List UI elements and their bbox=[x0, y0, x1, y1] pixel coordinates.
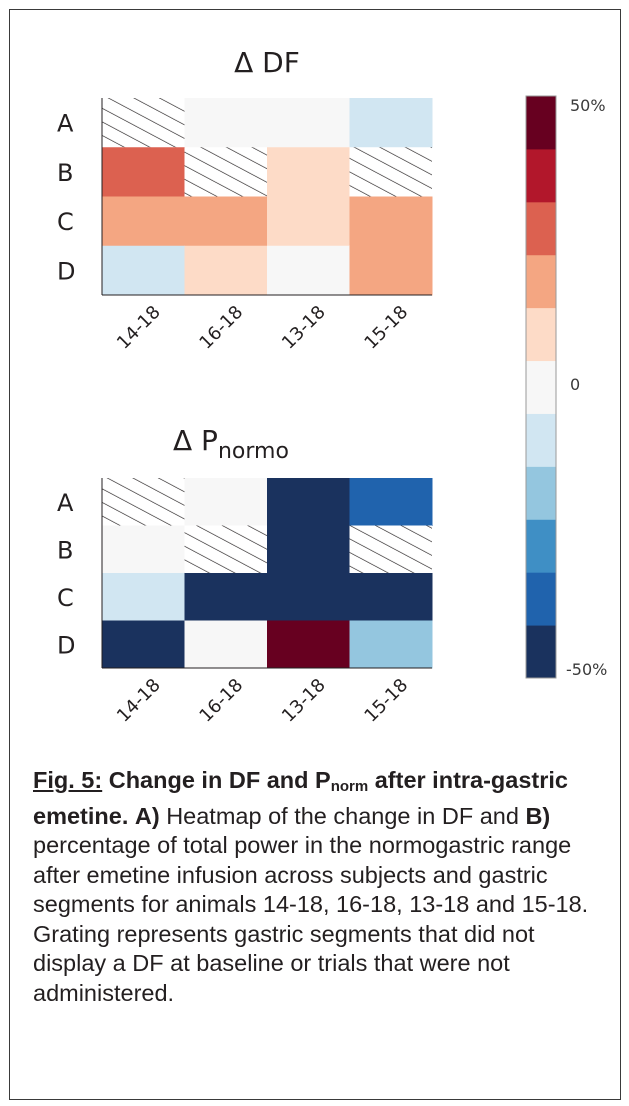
heatmap2-cell bbox=[349, 573, 433, 621]
heatmap2-cell bbox=[267, 525, 350, 574]
heatmap2-cell bbox=[349, 478, 433, 526]
caption-heading-text-end: after intra-gastric emetine. bbox=[33, 767, 568, 829]
heatmap1-row-label: B bbox=[57, 159, 73, 187]
colorbar-swatch bbox=[526, 360, 556, 414]
heatmap1-cell bbox=[267, 147, 350, 197]
colorbar-swatch bbox=[526, 625, 556, 679]
heatmap2-row-label: C bbox=[57, 584, 74, 612]
heatmap2-cell bbox=[184, 620, 268, 669]
heatmap1-column-label: 13-18 bbox=[278, 302, 330, 354]
heatmap1-cell bbox=[267, 245, 350, 296]
heatmap2-row-label: B bbox=[57, 536, 73, 564]
heatmap1-hatch-overlay bbox=[102, 98, 185, 148]
heatmap2-column-labels: 14-18 16-18 13-18 15-18 bbox=[113, 675, 412, 727]
heatmap1-row-label: C bbox=[57, 208, 74, 236]
heatmap1-cell bbox=[349, 245, 433, 296]
heatmap2-hatch-overlay bbox=[184, 525, 267, 573]
heatmap2-cell bbox=[102, 620, 185, 669]
heatmap2-column-label: 16-18 bbox=[195, 675, 247, 727]
heatmap2-cell bbox=[102, 573, 185, 621]
caption-heading-subscript: norm bbox=[330, 778, 369, 795]
heatmap2-column-label: 14-18 bbox=[113, 675, 165, 727]
caption-heading: Fig. 5: Change in DF and Pnorm after int… bbox=[33, 767, 568, 829]
colorbar-zero-label: 0 bbox=[570, 375, 580, 394]
caption-figure-number: Fig. 5: bbox=[33, 767, 103, 793]
heatmap2-column-label: 13-18 bbox=[278, 675, 330, 727]
heatmap2-cell bbox=[267, 620, 350, 669]
caption-panel-b-text: percentage of total power in the normoga… bbox=[33, 832, 589, 1006]
heatmap2-cells bbox=[101, 478, 433, 669]
heatmap1-cell bbox=[184, 98, 268, 148]
heatmap1-cells bbox=[101, 98, 433, 296]
colorbar-swatch bbox=[526, 413, 556, 467]
colorbar-max-label: 50% bbox=[570, 96, 606, 115]
heatmap1-column-label: 15-18 bbox=[360, 302, 412, 354]
heatmap1-hatch-overlay bbox=[184, 147, 267, 197]
heatmap1-cell bbox=[267, 98, 350, 148]
colorbar bbox=[525, 95, 557, 679]
colorbar-swatch bbox=[526, 466, 556, 520]
heatmap2-cell bbox=[184, 478, 268, 526]
heatmap2-cell bbox=[267, 478, 350, 526]
heatmap2-hatch-overlay bbox=[349, 525, 432, 573]
heatmap1-cell bbox=[102, 245, 185, 296]
heatmap2-cell bbox=[102, 525, 185, 574]
heatmap1-cell bbox=[102, 196, 185, 247]
caption-panel-b-label: B) bbox=[525, 802, 551, 829]
heatmap1-cell bbox=[184, 245, 268, 296]
caption-panel-a-text: Heatmap of the change in DF and bbox=[159, 802, 526, 829]
heatmap2-hatch-overlay bbox=[102, 478, 185, 526]
heatmap2-cell bbox=[184, 573, 268, 621]
colorbar-swatch bbox=[526, 572, 556, 626]
heatmap1-cell bbox=[267, 196, 350, 247]
heatmap1-hatch-overlay bbox=[349, 147, 432, 197]
heatmap1-title: Δ DF bbox=[234, 46, 300, 79]
heatmap2-title-subscript: normo bbox=[218, 439, 289, 464]
caption-panel-a-label: A) bbox=[134, 802, 160, 829]
heatmap2-cell bbox=[349, 620, 433, 669]
heatmap1-cell bbox=[349, 98, 433, 148]
heatmap2-cell bbox=[267, 573, 350, 621]
colorbar-swatch bbox=[526, 96, 556, 150]
colorbar-swatch bbox=[526, 201, 556, 256]
heatmap1-row-label: D bbox=[57, 257, 75, 285]
heatmap1-cell bbox=[349, 196, 433, 247]
heatmap2-column-label: 15-18 bbox=[360, 675, 412, 727]
caption-heading-text: Change in DF and P bbox=[102, 767, 331, 793]
colorbar-min-label: -50% bbox=[566, 660, 607, 679]
figure-border bbox=[9, 9, 621, 1100]
heatmap1-column-label: 14-18 bbox=[113, 302, 165, 354]
colorbar-swatch bbox=[526, 148, 556, 203]
heatmap2-title: Δ Pnormo bbox=[173, 424, 289, 464]
heatmap1-row-label: A bbox=[57, 110, 74, 138]
colorbar-swatch bbox=[526, 519, 556, 573]
heatmap1-column-label: 16-18 bbox=[195, 302, 247, 354]
heatmap1-cell bbox=[102, 147, 185, 197]
heatmap2-row-label: D bbox=[57, 631, 75, 659]
heatmap1-cell bbox=[184, 196, 268, 247]
colorbar-outline bbox=[525, 95, 557, 679]
heatmap1-column-labels: 14-18 16-18 13-18 15-18 bbox=[113, 302, 412, 354]
colorbar-swatch bbox=[526, 307, 556, 362]
figure-caption: Fig. 5: Change in DF and Pnorm after int… bbox=[33, 766, 613, 1008]
colorbar-swatch bbox=[526, 254, 556, 309]
heatmap2-title-main: Δ P bbox=[173, 424, 218, 457]
heatmap2-row-label: A bbox=[57, 489, 74, 517]
